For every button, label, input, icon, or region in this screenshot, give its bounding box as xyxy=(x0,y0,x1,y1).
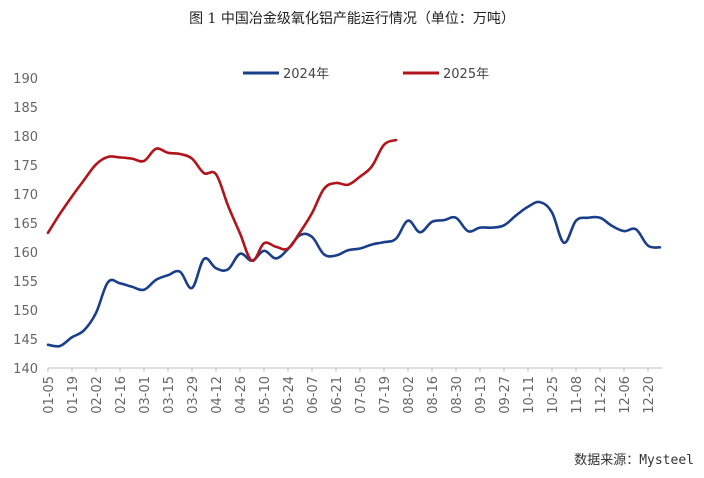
chart-title: 图 1 中国冶金级氧化铝产能运行情况（单位：万吨） xyxy=(189,11,515,27)
x-tick-label: 05-24 xyxy=(282,376,297,414)
series-line-2 xyxy=(46,138,398,262)
x-tick-label: 10-25 xyxy=(546,376,561,414)
y-tick-label: 170 xyxy=(13,188,38,203)
y-axis: 140 145 150 155 160 165 170 175 180 185 190 xyxy=(13,72,38,377)
x-tick-label: 10-11 xyxy=(522,376,537,414)
x-axis: 01-05 01-19 02-02 02-16 03-01 03-15 03-29 04-12… xyxy=(42,368,657,414)
legend-label: 2025年 xyxy=(443,67,489,82)
x-tick-label: 01-19 xyxy=(66,376,81,414)
y-tick-label: 165 xyxy=(13,217,38,232)
y-tick-label: 190 xyxy=(13,72,38,87)
y-tick-label: 175 xyxy=(13,159,38,174)
series-line-1 xyxy=(46,200,662,348)
y-tick-label: 140 xyxy=(13,362,38,377)
x-tick-label: 04-26 xyxy=(234,376,249,414)
x-tick-label: 01-05 xyxy=(42,376,57,414)
x-tick-label: 03-15 xyxy=(162,376,177,414)
y-tick-label: 145 xyxy=(13,333,38,348)
x-tick-label: 03-01 xyxy=(138,376,153,414)
source-note: 数据来源：Mysteel xyxy=(574,453,694,468)
x-tick-label: 03-29 xyxy=(186,376,201,414)
x-tick-label: 08-30 xyxy=(450,376,465,414)
y-tick-label: 155 xyxy=(13,275,38,290)
legend-label: 2024年 xyxy=(283,67,329,82)
y-tick-label: 185 xyxy=(13,101,38,116)
x-tick-label: 06-07 xyxy=(306,376,321,414)
x-tick-label: 02-16 xyxy=(114,376,129,414)
x-tick-label: 05-10 xyxy=(258,376,273,414)
x-tick-label: 08-02 xyxy=(402,376,417,414)
legend: 2024年 2025年 xyxy=(243,67,489,82)
x-tick-label: 12-20 xyxy=(642,376,657,414)
x-tick-label: 07-05 xyxy=(354,376,369,414)
x-tick-label: 08-16 xyxy=(426,376,441,414)
y-tick-label: 150 xyxy=(13,304,38,319)
x-tick-label: 02-02 xyxy=(90,376,105,414)
x-tick-label: 07-19 xyxy=(378,376,393,414)
y-tick-label: 180 xyxy=(13,130,38,145)
series-layer xyxy=(46,138,662,348)
x-tick-label: 11-08 xyxy=(570,376,585,414)
x-tick-label: 04-12 xyxy=(210,376,225,414)
y-tick-label: 160 xyxy=(13,246,38,261)
x-tick-label: 06-21 xyxy=(330,376,345,414)
x-tick-label: 09-27 xyxy=(498,376,513,414)
x-tick-label: 11-22 xyxy=(594,376,609,414)
x-tick-label: 09-13 xyxy=(474,376,489,414)
x-tick-label: 12-06 xyxy=(618,376,633,414)
